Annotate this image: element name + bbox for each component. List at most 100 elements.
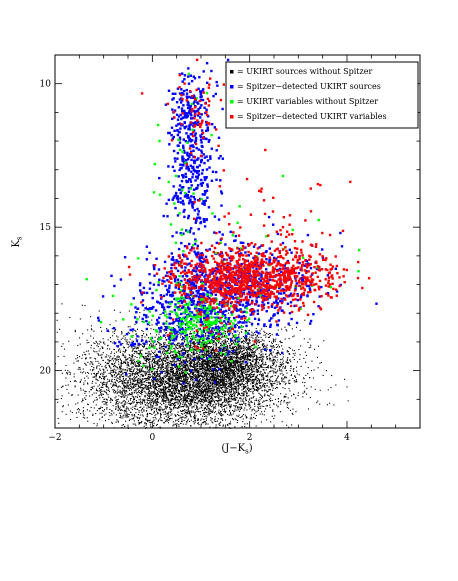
data-point	[140, 387, 142, 389]
data-point	[209, 381, 211, 383]
data-point	[207, 388, 209, 390]
data-point	[192, 369, 194, 371]
data-point	[347, 400, 349, 402]
data-point	[230, 383, 232, 385]
data-point	[169, 417, 171, 419]
data-point	[220, 411, 222, 413]
data-point	[159, 343, 161, 345]
data-point	[176, 364, 178, 366]
data-point	[229, 364, 231, 366]
data-point	[245, 339, 247, 341]
data-point	[253, 332, 255, 334]
data-point	[132, 370, 134, 372]
data-point	[210, 379, 212, 381]
data-point	[161, 384, 163, 386]
data-point	[222, 409, 224, 411]
data-point	[126, 414, 128, 416]
data-point	[242, 393, 244, 395]
data-point	[258, 408, 260, 410]
data-point	[184, 376, 186, 378]
data-point	[176, 375, 178, 377]
data-point	[271, 399, 273, 401]
data-point	[193, 377, 195, 379]
data-point	[164, 389, 166, 391]
data-point	[245, 391, 247, 393]
data-point	[234, 376, 236, 378]
data-point	[141, 375, 143, 377]
data-point	[280, 399, 282, 401]
data-point	[197, 398, 199, 400]
data-point	[186, 392, 188, 394]
data-point	[177, 407, 179, 409]
data-point	[67, 370, 69, 372]
data-point	[117, 350, 119, 352]
data-point	[273, 359, 275, 361]
data-point	[172, 372, 174, 374]
data-point	[188, 403, 190, 405]
data-point	[175, 385, 177, 387]
data-point	[262, 374, 264, 376]
data-point	[252, 387, 254, 389]
data-point	[288, 362, 290, 364]
data-point	[200, 341, 202, 343]
data-point	[150, 379, 152, 381]
data-point	[197, 383, 199, 385]
data-point	[157, 367, 159, 369]
data-point	[218, 383, 220, 385]
data-point	[183, 363, 185, 365]
data-point	[157, 359, 159, 361]
data-point	[226, 362, 228, 364]
data-point	[207, 396, 209, 398]
data-point	[295, 411, 297, 413]
data-point	[132, 360, 134, 362]
data-point	[150, 421, 152, 423]
data-point	[219, 354, 221, 356]
data-point	[246, 351, 248, 353]
data-point	[218, 388, 220, 390]
data-point	[202, 404, 204, 406]
data-point	[229, 414, 231, 416]
data-point	[146, 334, 148, 336]
data-point	[180, 410, 182, 412]
data-point	[186, 360, 188, 362]
data-point	[175, 385, 177, 387]
data-point	[331, 375, 333, 377]
data-point	[115, 375, 117, 377]
data-point	[159, 344, 161, 346]
data-point	[184, 335, 186, 337]
data-point	[139, 417, 141, 419]
data-point	[198, 353, 200, 355]
data-point	[129, 342, 131, 344]
data-point	[194, 365, 196, 367]
data-point	[213, 329, 215, 331]
data-point	[217, 360, 219, 362]
data-point	[270, 397, 272, 399]
data-point	[125, 378, 127, 380]
data-point	[218, 395, 220, 397]
data-point	[303, 385, 305, 387]
data-point	[67, 404, 69, 406]
data-point	[171, 387, 173, 389]
data-point	[203, 421, 205, 423]
data-point	[187, 367, 189, 369]
data-point	[211, 418, 213, 420]
data-point	[156, 362, 158, 364]
data-point	[262, 343, 264, 345]
data-point	[249, 366, 251, 368]
data-point	[211, 411, 213, 413]
data-point	[293, 350, 295, 352]
data-point	[238, 379, 240, 381]
data-point	[176, 373, 178, 375]
data-point	[163, 377, 165, 379]
data-point	[128, 341, 130, 343]
data-point	[201, 384, 203, 386]
data-point	[225, 398, 227, 400]
data-point	[165, 404, 167, 406]
data-point	[93, 342, 95, 344]
data-point	[167, 401, 169, 403]
data-point	[207, 406, 209, 408]
data-point	[187, 382, 189, 384]
data-point	[178, 345, 180, 347]
data-point	[153, 361, 155, 363]
data-point	[123, 361, 125, 363]
